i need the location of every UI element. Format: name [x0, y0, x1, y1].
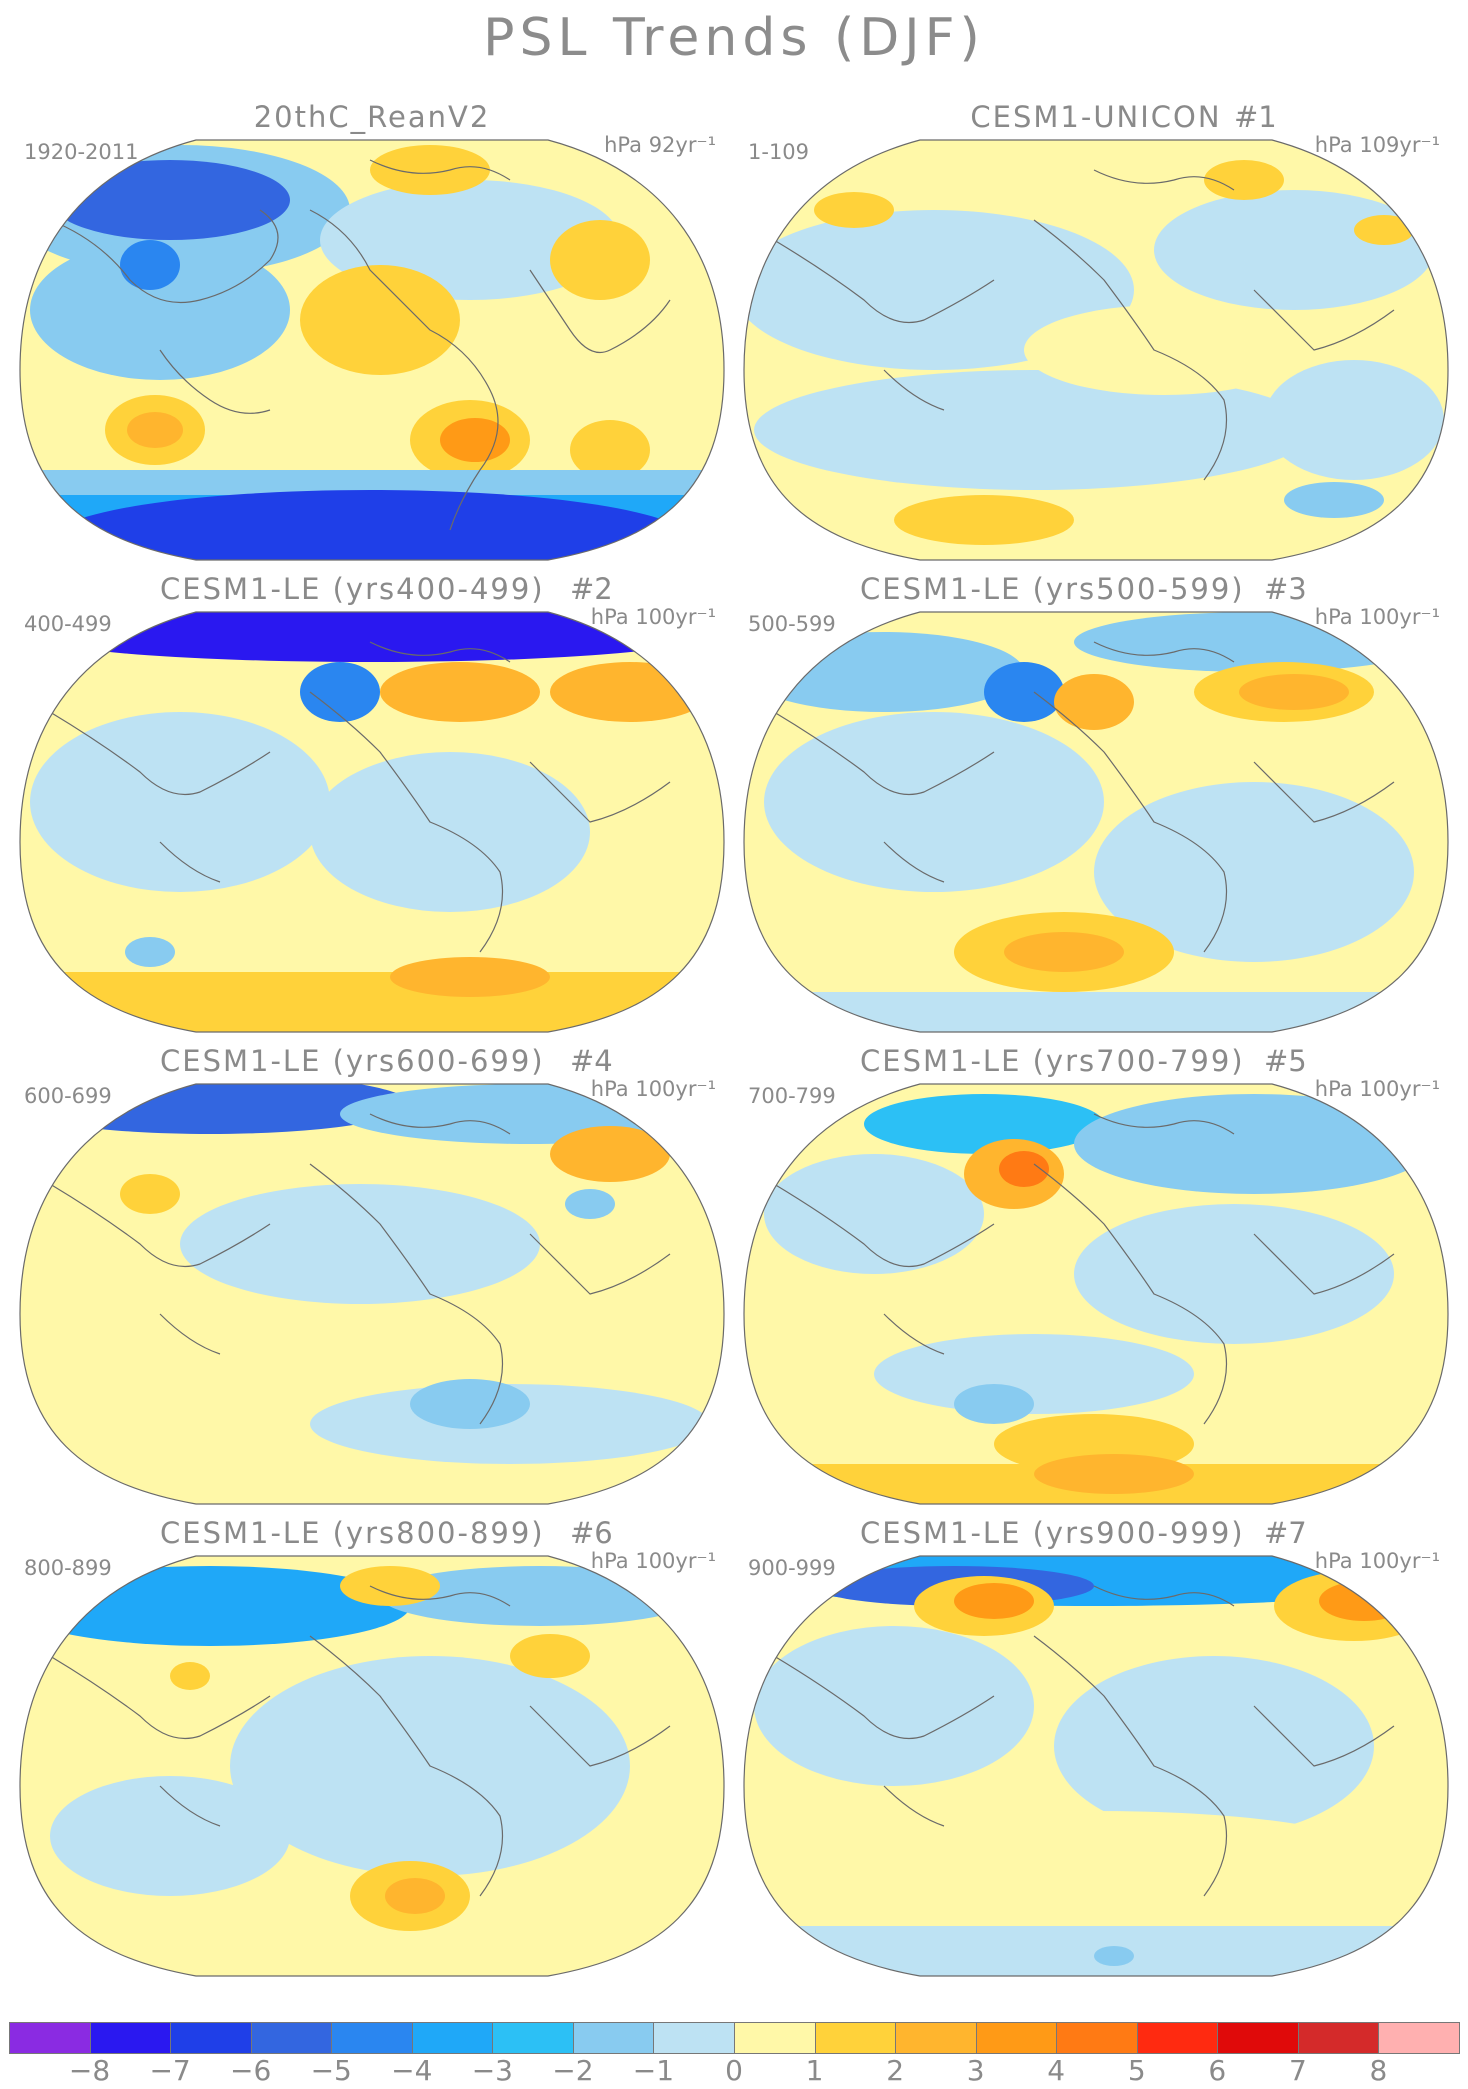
panel-units: hPa 100yr⁻¹	[1314, 605, 1440, 629]
colorbar-tick-label: 1	[805, 2054, 824, 2087]
panel-units: hPa 100yr⁻¹	[1314, 1077, 1440, 1101]
panel-period: 1-109	[748, 140, 810, 164]
panel-title: CESM1-LE (yrs400-499)	[160, 572, 545, 606]
panel-period: 600-699	[24, 1084, 112, 1108]
panel-title: CESM1-LE (yrs700-799)	[860, 1044, 1245, 1078]
colorbar-cell	[89, 2022, 172, 2054]
page-title: PSL Trends (DJF)	[483, 8, 985, 68]
map-panel: 20thC_ReanV2 1920-2011 hPa 92yr⁻¹	[10, 100, 734, 570]
colorbar-cell	[1136, 2022, 1219, 2054]
panel-units: hPa 109yr⁻¹	[1314, 133, 1440, 157]
map-svg	[743, 139, 1449, 561]
colorbar-cell	[170, 2022, 252, 2054]
map-panel: CESM1-LE (yrs700-799) #5 700-799 hPa 100…	[734, 1044, 1458, 1514]
colorbar-cell	[1217, 2022, 1299, 2054]
panel-period: 1920-2011	[24, 140, 139, 164]
panel-title: CESM1-LE (yrs900-999)	[860, 1516, 1245, 1550]
colorbar-cell	[250, 2022, 333, 2054]
map-svg	[743, 1083, 1449, 1505]
panel-id: #6	[570, 1516, 613, 1550]
colorbar	[9, 2022, 1460, 2054]
colorbar-tick-label: 8	[1369, 2054, 1388, 2087]
panel-period: 800-899	[24, 1556, 112, 1580]
panel-id: #1	[1234, 100, 1277, 134]
map-panel: CESM1-UNICON #1 1-109 hPa 109yr⁻¹	[734, 100, 1458, 570]
panel-title: CESM1-LE (yrs800-899)	[160, 1516, 545, 1550]
colorbar-cell	[492, 2022, 574, 2054]
map-svg	[19, 611, 725, 1033]
panel-period: 500-599	[748, 612, 836, 636]
colorbar-cell	[653, 2022, 735, 2054]
panel-id: #3	[1264, 572, 1307, 606]
colorbar-tick-label: −6	[230, 2054, 272, 2087]
panel-id: #7	[1264, 1516, 1307, 1550]
panel-id: #2	[570, 572, 613, 606]
colorbar-tick-label: −5	[310, 2054, 352, 2087]
colorbar-cell	[411, 2022, 494, 2054]
colorbar-tick-label: 7	[1288, 2054, 1307, 2087]
colorbar-tick-label: 4	[1047, 2054, 1066, 2087]
colorbar-cell	[9, 2022, 91, 2054]
colorbar-tick-label: −7	[149, 2054, 191, 2087]
panel-title: CESM1-LE (yrs500-599)	[860, 572, 1245, 606]
panel-id: #4	[570, 1044, 613, 1078]
colorbar-cell	[814, 2022, 897, 2054]
panel-title: CESM1-UNICON	[970, 100, 1222, 134]
panel-title: CESM1-LE (yrs600-699)	[160, 1044, 545, 1078]
map-panel: CESM1-LE (yrs400-499) #2 400-499 hPa 100…	[10, 572, 734, 1042]
colorbar-tick-label: 6	[1208, 2054, 1227, 2087]
panel-period: 900-999	[748, 1556, 836, 1580]
panel-units: hPa 100yr⁻¹	[1314, 1549, 1440, 1573]
panel-period: 400-499	[24, 612, 112, 636]
panel-id: #5	[1264, 1044, 1307, 1078]
map-svg	[19, 139, 725, 561]
colorbar-tick-label: 3	[966, 2054, 985, 2087]
map-svg	[743, 1555, 1449, 1977]
colorbar-cell	[975, 2022, 1058, 2054]
colorbar-cell	[734, 2022, 816, 2054]
colorbar-tick-label: −3	[471, 2054, 513, 2087]
panel-units: hPa 100yr⁻¹	[590, 605, 716, 629]
map-panel: CESM1-LE (yrs500-599) #3 500-599 hPa 100…	[734, 572, 1458, 1042]
colorbar-cell	[331, 2022, 413, 2054]
colorbar-tick-label: −1	[632, 2054, 675, 2087]
map-svg	[743, 611, 1449, 1033]
panel-title: 20thC_ReanV2	[253, 100, 491, 134]
map-svg	[19, 1083, 725, 1505]
colorbar-cell	[572, 2022, 655, 2054]
colorbar-tick-label: 0	[725, 2054, 743, 2087]
colorbar-cell	[1056, 2022, 1138, 2054]
colorbar-tick-label: −4	[391, 2054, 433, 2087]
map-panel: CESM1-LE (yrs600-699) #4 600-699 hPa 100…	[10, 1044, 734, 1514]
panel-units: hPa 100yr⁻¹	[590, 1549, 716, 1573]
map-panel: CESM1-LE (yrs900-999) #7 900-999 hPa 100…	[734, 1516, 1458, 1986]
colorbar-cell	[1378, 2022, 1460, 2054]
panel-units: hPa 92yr⁻¹	[604, 133, 716, 157]
colorbar-tick-label: 5	[1127, 2054, 1146, 2087]
colorbar-cell	[895, 2022, 977, 2054]
panel-period: 700-799	[748, 1084, 836, 1108]
colorbar-tick-label: 2	[886, 2054, 905, 2087]
colorbar-tick-label: −8	[68, 2054, 111, 2087]
map-svg	[19, 1555, 725, 1977]
map-panel: CESM1-LE (yrs800-899) #6 800-899 hPa 100…	[10, 1516, 734, 1986]
panel-units: hPa 100yr⁻¹	[590, 1077, 716, 1101]
colorbar-tick-label: −2	[552, 2054, 594, 2087]
colorbar-cell	[1297, 2022, 1380, 2054]
